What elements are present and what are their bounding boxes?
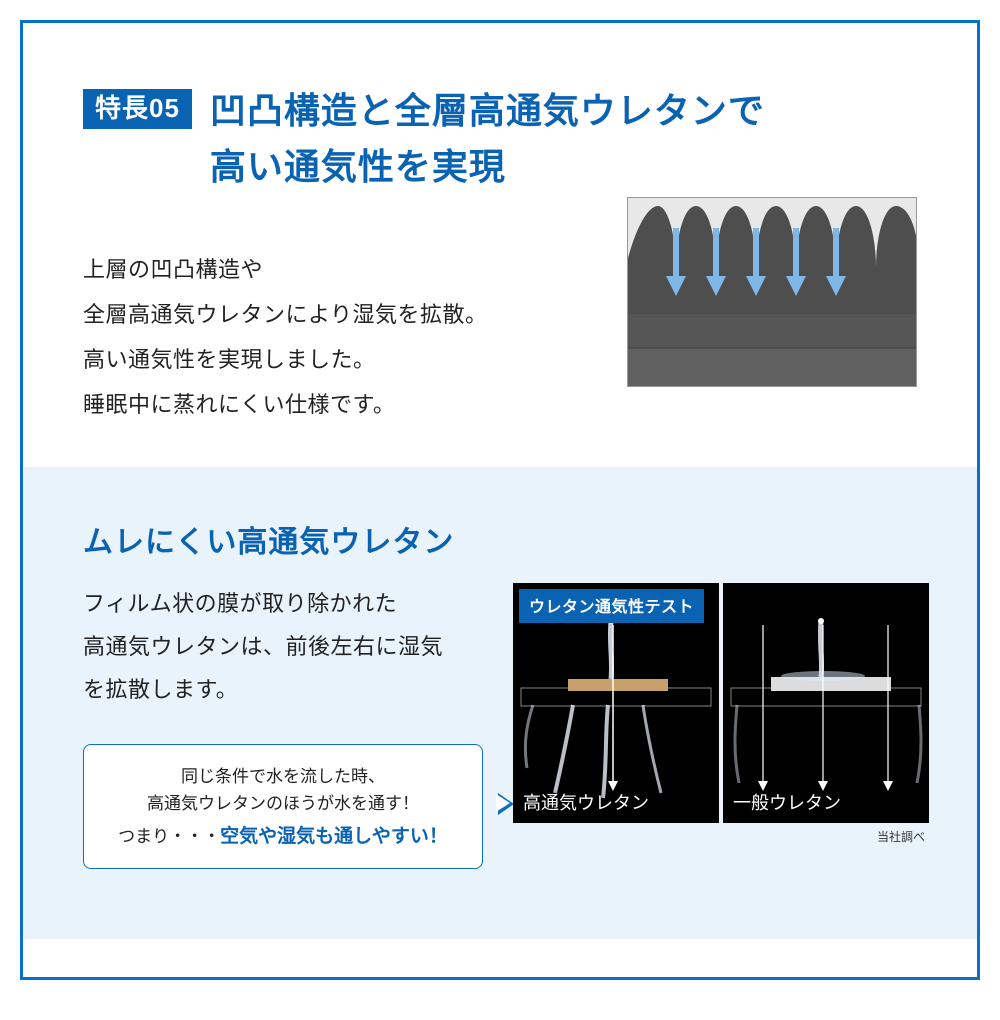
section-feature-05: 特長05 凹凸構造と全層高通気ウレタンで 高い通気性を実現 上層の凹凸構造や 全… [23, 23, 977, 467]
s2-body-l3: を拡散します。 [83, 677, 238, 702]
cell-caption-high: 高通気ウレタン [523, 789, 649, 815]
outer-frame: 特長05 凹凸構造と全層高通気ウレタンで 高い通気性を実現 上層の凹凸構造や 全… [20, 20, 980, 980]
source-note: 当社調べ [877, 828, 925, 845]
headline-line2: 高い通気性を実現 [210, 146, 506, 187]
s2-body-l2: 高通気ウレタンは、前後左右に湿気 [83, 634, 443, 659]
section-breathable-urethane: ムレにくい高通気ウレタン フィルム状の膜が取り除かれた 高通気ウレタンは、前後左… [23, 467, 977, 939]
callout-wrap: 同じ条件で水を流した時、 高通気ウレタンのほうが水を通す！ つまり・・・空気や湿… [83, 744, 483, 869]
headline-line1: 凹凸構造と全層高通気ウレタンで [210, 90, 765, 131]
s2-body-l1: フィルム状の膜が取り除かれた [83, 591, 397, 616]
s1-body-l1: 上層の凹凸構造や [83, 257, 263, 282]
section2-left-col: フィルム状の膜が取り除かれた 高通気ウレタンは、前後左右に湿気 を拡散します。 … [83, 583, 483, 869]
section2-title: ムレにくい高通気ウレタン [83, 517, 917, 561]
feature-headline: 凹凸構造と全層高通気ウレタンで 高い通気性を実現 [210, 83, 765, 195]
callout-line3: つまり・・・空気や湿気も通しやすい！ [110, 821, 456, 848]
test-label-badge: ウレタン通気性テスト [519, 589, 704, 623]
s1-body-l2: 全層高通気ウレタンにより湿気を拡散。 [83, 302, 488, 327]
foam-svg [628, 198, 917, 387]
speech-callout: 同じ条件で水を流した時、 高通気ウレタンのほうが水を通す！ つまり・・・空気や湿… [83, 744, 483, 869]
header-row: 特長05 凹凸構造と全層高通気ウレタンで 高い通気性を実現 [83, 83, 917, 195]
feature-badge: 特長05 [83, 89, 192, 129]
section1-text: 上層の凹凸構造や 全層高通気ウレタンにより湿気を拡散。 高い通気性を実現しました… [83, 247, 587, 427]
section2-body: フィルム状の膜が取り除かれた 高通気ウレタンは、前後左右に湿気 を拡散します。 … [83, 583, 917, 869]
callout-line1: 同じ条件で水を流した時、 [110, 763, 456, 790]
callout-line3-pre: つまり・・・ [118, 827, 220, 846]
callout-line2: 高通気ウレタンのほうが水を通す！ [110, 790, 456, 817]
water-blocked-icon [723, 583, 929, 823]
s1-body-l3: 高い通気性を実現しました。 [83, 347, 376, 372]
callout-line3-accent: 空気や湿気も通しやすい！ [220, 826, 448, 847]
section1-body: 上層の凹凸構造や 全層高通気ウレタンにより湿気を拡散。 高い通気性を実現しました… [83, 247, 917, 427]
cell-caption-normal: 一般ウレタン [733, 789, 841, 815]
breathability-test-panel: ウレタン通気性テスト [513, 583, 929, 823]
s1-body-l4: 睡眠中に蒸れにくい仕様です。 [83, 392, 395, 417]
section2-text: フィルム状の膜が取り除かれた 高通気ウレタンは、前後左右に湿気 を拡散します。 [83, 583, 483, 712]
foam-cross-section-illustration [627, 197, 917, 387]
test-cell-normal: 一般ウレタン [723, 583, 929, 823]
